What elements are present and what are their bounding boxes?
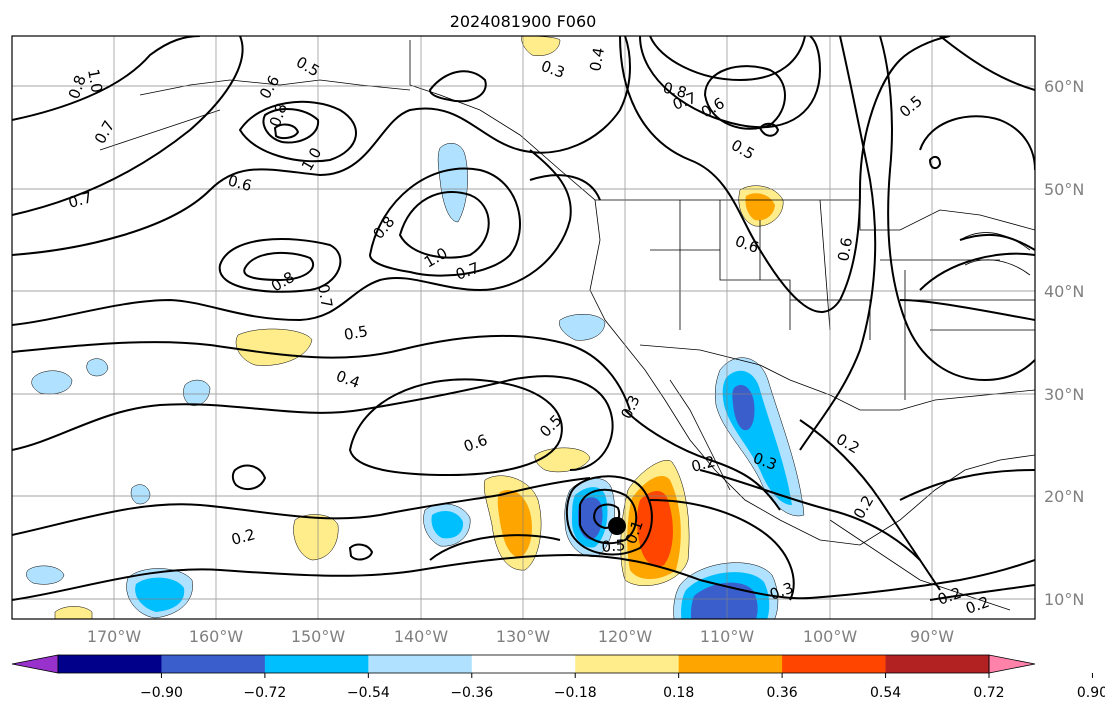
contour-label: 0.5 [601,536,626,556]
contour-label: 0.7 [314,283,336,310]
contour-label: 1.0 [84,68,106,95]
contour-label: 0.6 [834,236,856,263]
shaded-cold-4 [559,314,606,341]
contour-label: 0.4 [586,46,608,73]
colorbar: −0.90 −0.72 −0.54 −0.36 −0.18 0.18 0.36 0.54 0.7… [11,654,1105,701]
colorbar-tick-label: 0.72 [973,685,1004,701]
lon-label: 160°W [189,627,244,646]
colorbar-tick-label: 0.90 [1077,685,1105,701]
contour-label: 0.8 [661,78,689,102]
map-title: 2024081900 F060 [450,12,597,31]
lon-label: 170°W [87,627,142,646]
lon-label: 120°W [598,627,653,646]
colorbar-segment [264,655,369,673]
colorbar-tick-label: 0.54 [870,685,901,701]
lon-label: 130°W [496,627,551,646]
shaded-cold-9 [130,484,151,505]
shaded-cold-2-inner [431,510,464,539]
latitude-labels: 60°N 50°N 40°N 30°N 20°N 10°N [1044,77,1084,609]
colorbar-frame [57,654,990,674]
shaded-cold-7 [26,565,65,585]
colorbar-tick-label: −0.90 [140,685,183,701]
lon-label: 110°W [700,627,755,646]
colorbar-tick-label: −0.18 [554,685,597,701]
map-frame [11,35,1036,620]
contour-lines [12,36,1035,601]
colorbar-segment [575,655,680,673]
colorbar-segment [782,655,887,673]
lat-label: 10°N [1044,590,1084,609]
shaded-cold-6 [183,379,211,406]
colorbar-tick-label: −0.36 [450,685,493,701]
map-panel: 0.8 1.0 0.5 0.6 0.7 0.8 1.0 0.7 0.6 0.7 … [11,35,1036,620]
contour-label: 0.6 [226,171,254,195]
shaded-cold-5 [31,370,73,395]
lat-label: 20°N [1044,487,1084,506]
shaded-cold-3-inner [135,577,185,612]
shaded-cold-baja [714,357,805,517]
colorbar-segment [368,655,473,673]
colorbar-ticks: −0.90 −0.72 −0.54 −0.36 −0.18 0.18 0.36 0.54 0.7… [140,673,1105,701]
contour-label: 0.2 [229,525,257,549]
lat-label: 50°N [1044,180,1084,199]
colorbar-segment [885,655,990,673]
lon-label: 140°W [394,627,449,646]
colorbar-segment [471,655,576,673]
colorbar-extend-low [11,654,59,674]
colorbar-segment [678,655,783,673]
contour-label: 0.7 [66,188,94,212]
colorbar-extend-high [988,654,1036,674]
colorbar-segment [58,655,162,673]
lat-label: 40°N [1044,282,1084,301]
lat-label: 30°N [1044,385,1084,404]
contour-label: 0.5 [343,322,370,344]
colorbar-segments [58,655,990,673]
lon-label: 90°W [910,627,954,646]
shaded-anomalies [26,36,805,619]
contour-label: 0.2 [689,452,717,476]
storm-center-marker [608,517,626,535]
shaded-warm-7 [54,606,93,619]
shaded-cold-1 [437,143,468,223]
shaded-warm-tc-east [620,460,690,586]
shaded-cold-south [673,562,779,619]
lat-label: 60°N [1044,77,1084,96]
colorbar-segment [161,655,266,673]
colorbar-tick-label: 0.18 [663,685,694,701]
lon-label: 100°W [803,627,858,646]
longitude-labels: 170°W 160°W 150°W 140°W 130°W 120°W 110°… [87,627,954,646]
lon-label: 150°W [291,627,346,646]
gridlines [12,36,1035,619]
shaded-cold-8 [86,358,109,377]
colorbar-tick-label: 0.36 [767,685,798,701]
colorbar-tick-label: −0.54 [347,685,390,701]
colorbar-tick-label: −0.72 [243,685,286,701]
